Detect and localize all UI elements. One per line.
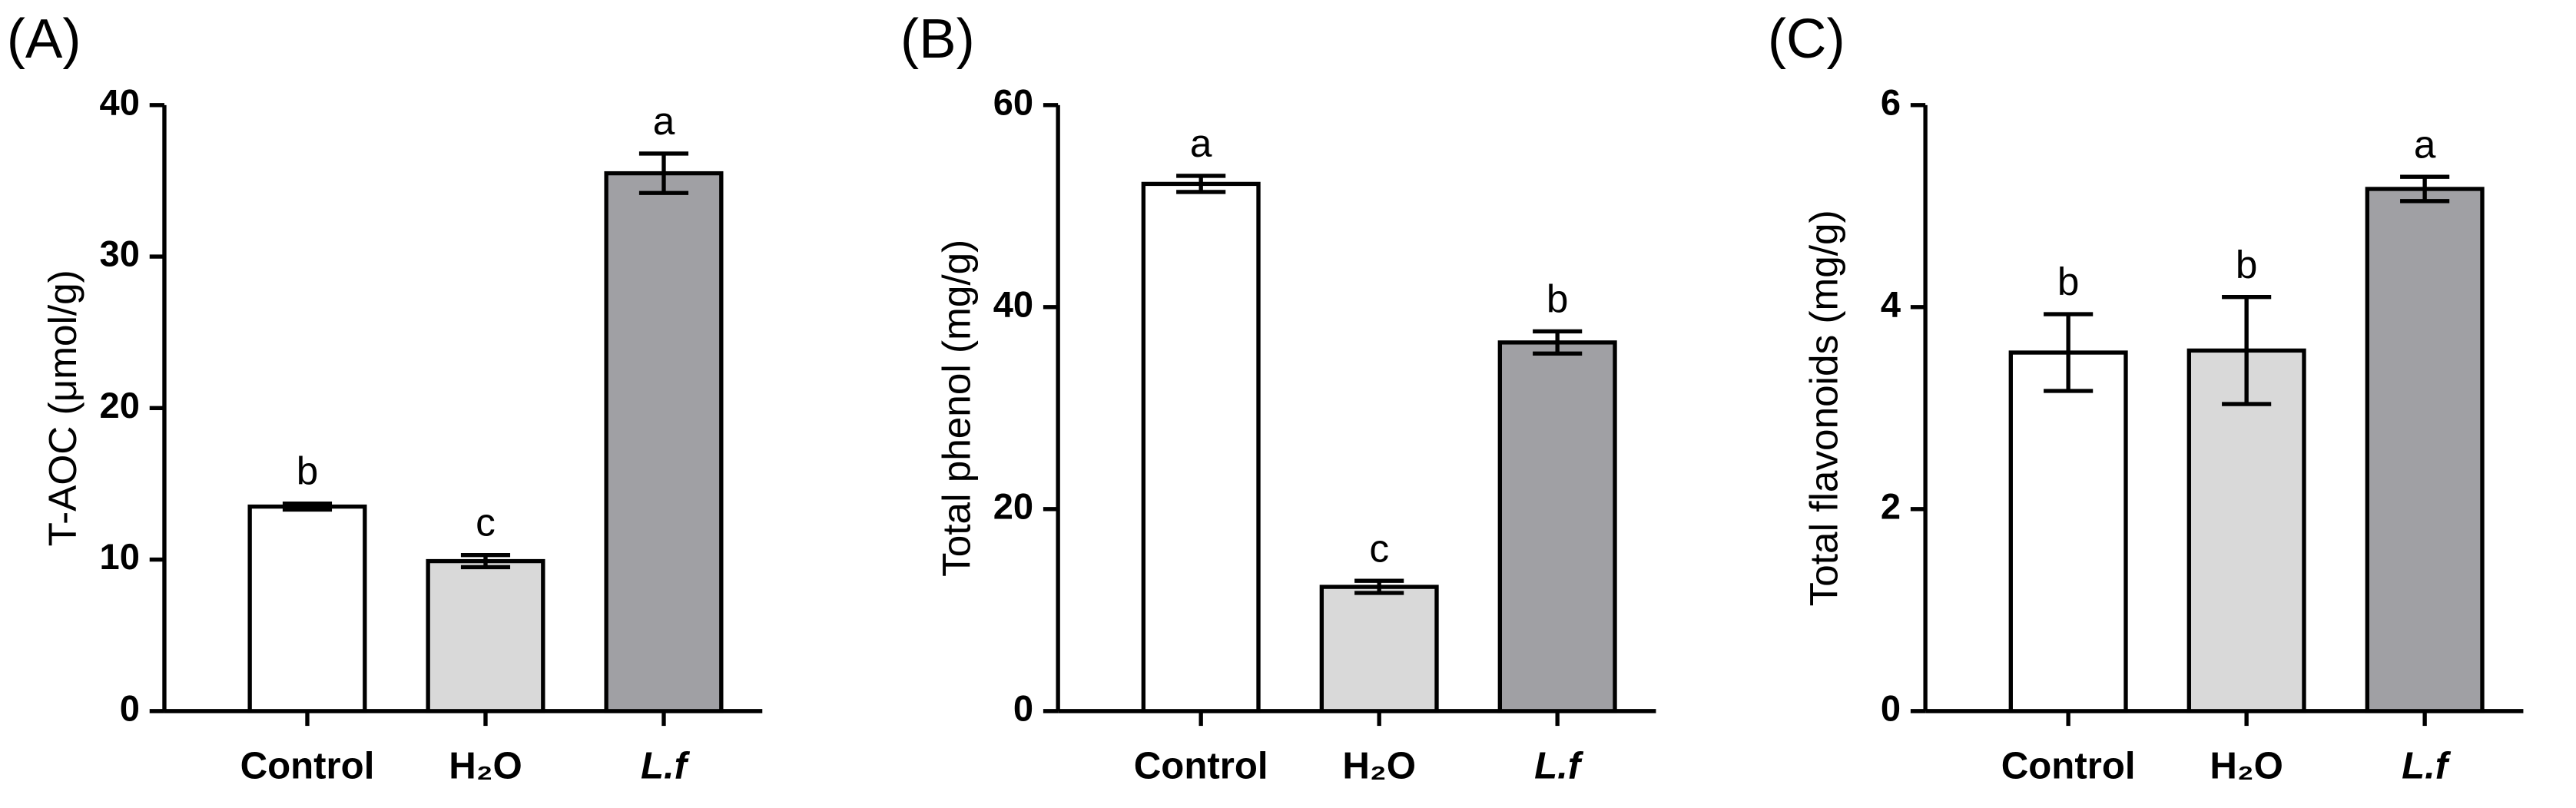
significance-label: c bbox=[476, 501, 496, 545]
x-tick-label: L.f bbox=[1534, 745, 1584, 787]
error-bar bbox=[1533, 329, 1583, 356]
y-tick-label: 30 bbox=[100, 233, 140, 274]
bar bbox=[1141, 181, 1261, 714]
error-bar bbox=[638, 151, 689, 195]
bar bbox=[604, 171, 724, 714]
significance-label: b bbox=[1547, 277, 1569, 320]
bar bbox=[247, 504, 367, 714]
panel-label: (C) bbox=[1768, 8, 1845, 70]
y-tick-label: 0 bbox=[1013, 687, 1033, 728]
y-tick-label: 0 bbox=[1881, 687, 1901, 728]
bar bbox=[1497, 340, 1617, 714]
x-tick-label: L.f bbox=[2402, 745, 2452, 787]
significance-label: b bbox=[2236, 243, 2258, 286]
y-tick-label: 0 bbox=[120, 687, 140, 728]
bar bbox=[1319, 584, 1439, 714]
significance-label: c bbox=[1369, 526, 1389, 570]
significance-label: b bbox=[297, 449, 319, 493]
error-bar bbox=[460, 553, 511, 570]
significance-label: a bbox=[1190, 121, 1212, 165]
bar bbox=[2186, 348, 2306, 714]
y-axis-title: Total flavonoids (mg/g) bbox=[1802, 210, 1845, 606]
y-axis-title: Total phenol (mg/g) bbox=[934, 240, 978, 577]
bar bbox=[2008, 350, 2128, 714]
y-tick-label: 20 bbox=[100, 385, 140, 426]
error-bar bbox=[1176, 174, 1226, 194]
y-tick-label: 40 bbox=[993, 283, 1033, 324]
error-bar bbox=[1354, 578, 1404, 595]
y-axis-title: T-AOC (μmol/g) bbox=[41, 270, 85, 546]
panel-label: (B) bbox=[900, 8, 975, 70]
error-bar bbox=[282, 501, 333, 512]
significance-label: b bbox=[2057, 260, 2080, 303]
error-bar bbox=[2400, 174, 2450, 204]
significance-label: a bbox=[2414, 122, 2436, 166]
x-tick-label: H₂O bbox=[2210, 745, 2283, 787]
significance-label: a bbox=[653, 99, 675, 143]
y-tick-label: 20 bbox=[993, 485, 1033, 526]
panel-label: (A) bbox=[7, 8, 81, 70]
y-tick-label: 2 bbox=[1881, 485, 1901, 526]
y-tick-label: 4 bbox=[1881, 283, 1901, 324]
error-bar bbox=[2044, 312, 2094, 393]
x-tick-label: Control bbox=[1134, 745, 1268, 787]
x-tick-label: Control bbox=[240, 745, 375, 787]
bar bbox=[2365, 187, 2485, 714]
x-tick-label: H₂O bbox=[449, 745, 522, 787]
x-tick-label: H₂O bbox=[1342, 745, 1416, 787]
error-bar bbox=[2222, 295, 2272, 406]
x-tick-label: Control bbox=[2001, 745, 2136, 787]
x-tick-label: L.f bbox=[641, 745, 691, 787]
y-tick-label: 6 bbox=[1881, 81, 1901, 122]
bar bbox=[426, 558, 545, 714]
y-tick-label: 40 bbox=[100, 81, 140, 122]
y-tick-label: 10 bbox=[100, 536, 140, 577]
y-tick-label: 60 bbox=[993, 81, 1033, 122]
